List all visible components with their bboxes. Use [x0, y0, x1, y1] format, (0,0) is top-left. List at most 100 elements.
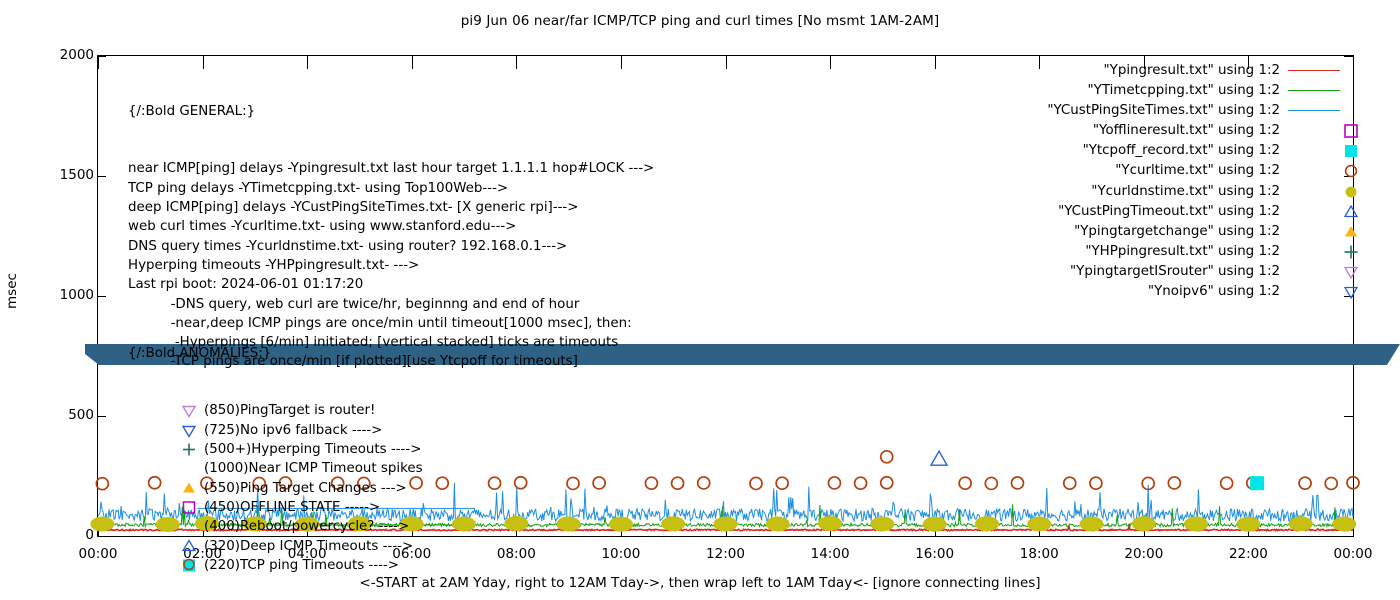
anomaly-row: (850)PingTarget is router!: [128, 401, 375, 420]
legend-symbol-circle-filled: [1284, 182, 1357, 202]
data-point-circle-filled: [504, 516, 529, 532]
data-point-circle-filled: [194, 516, 219, 532]
marker-triangle-down-open-blue: [1343, 286, 1359, 300]
anomaly-label: (725)No ipv6 fallback ---->: [204, 422, 383, 438]
legend-entry: "Ypingresult.txt" using 1:2: [1047, 61, 1342, 81]
x-tick-mark: [725, 56, 727, 69]
general-notes: {/:Bold GENERAL:} near ICMP[ping] delays…: [128, 63, 654, 391]
y-tick-mark: [1344, 296, 1353, 297]
x-tick-mark: [1039, 56, 1041, 69]
general-heading: {/:Bold GENERAL:}: [128, 103, 256, 119]
anomaly-label: (500+)Hyperping Timeouts ---->: [204, 442, 422, 458]
general-note-line: Last rpi boot: 2024-06-01 01:17:20: [128, 277, 364, 293]
anomaly-symbol-square-cyan-filled: [178, 556, 200, 575]
data-point-circle-open: [958, 476, 973, 491]
data-point-circle-open: [200, 476, 214, 491]
data-point-square-filled: [1250, 476, 1265, 491]
data-point-circle-open: [1324, 476, 1339, 491]
legend-entry: "YCustPingSiteTimes.txt" using 1:2: [1047, 101, 1342, 121]
data-point-circle-open: [1141, 476, 1156, 491]
legend-entry: "Ypingtargetchange" using 1:2: [1047, 222, 1357, 242]
anomaly-symbol-triangle-up-blue-open: [178, 537, 200, 556]
data-point-circle-filled: [1332, 516, 1357, 532]
legend-label: "YTimetcpping.txt" using 1:2: [1087, 83, 1280, 99]
y-tick-label: 1500: [59, 167, 94, 183]
legend-entry: "Ycurldnstime.txt" using 1:2: [1047, 182, 1357, 202]
data-point-circle-filled: [1079, 516, 1104, 532]
general-note-line: near ICMP[ping] delays -Ypingresult.txt …: [128, 161, 655, 177]
marker-triangle-down-violet-open: [181, 406, 197, 419]
data-point-circle-open: [1219, 476, 1234, 491]
anomaly-label: (1000)Near ICMP Timeout spikes: [204, 461, 423, 477]
data-point-circle-filled: [1236, 516, 1261, 532]
legend-symbol-triangle-up-filled: [1284, 222, 1357, 242]
data-point-circle-filled: [1027, 516, 1052, 532]
data-point-circle-open: [1062, 476, 1077, 491]
x-tick-mark: [830, 56, 832, 69]
y-tick-mark: [97, 56, 106, 57]
y-tick-mark: [1344, 536, 1353, 537]
legend-symbol-triangle-up-open: [1284, 202, 1359, 222]
marker-circle-open: [1344, 165, 1358, 178]
data-point-circle-open: [356, 476, 371, 491]
y-tick-mark: [1344, 56, 1353, 57]
data-point-circle-filled: [608, 516, 633, 532]
x-tick-label: 00:00: [1333, 546, 1373, 562]
data-point-circle-open: [409, 476, 423, 490]
data-point-circle-open: [147, 475, 162, 490]
legend-symbol-circle-open: [1284, 161, 1358, 181]
legend-symbol-line: [1284, 61, 1342, 81]
general-note-line: web curl times -Ycurltime.txt- using www…: [128, 219, 517, 235]
x-tick-mark: [516, 56, 518, 69]
x-tick-label: 04:00: [287, 546, 327, 562]
marker-plus: [1344, 245, 1358, 259]
x-tick-label: 00:00: [78, 546, 118, 562]
data-point-circle-filled: [818, 516, 843, 532]
anomaly-label: (450)OFFLINE STATE ----->: [204, 499, 381, 515]
x-tick-mark: [1353, 524, 1354, 537]
anomaly-row: (400)Reboot/powercycle? ---->: [128, 517, 409, 536]
data-point-circle-open: [330, 476, 345, 491]
plot-canvas: [90, 449, 1360, 533]
data-point-circle-filled: [1131, 516, 1156, 532]
data-point-circle-open: [775, 476, 789, 491]
y-tick-mark: [97, 416, 106, 417]
marker-triangle-down-open: [1343, 266, 1359, 280]
legend-entry: "YHPpingresult.txt" using 1:2: [1047, 242, 1358, 262]
data-point-circle-open: [1010, 476, 1025, 490]
marker-square-open: [1344, 124, 1358, 139]
legend-symbol-plus: [1284, 242, 1358, 262]
data-point-circle-open: [879, 475, 894, 490]
anomaly-symbol-none: [178, 459, 200, 478]
marker-triangle-up-orange-filled: [183, 482, 195, 493]
x-tick-mark: [98, 56, 99, 69]
marker-square-cyan-filled: [183, 558, 195, 572]
data-point-triangle-up-open: [929, 449, 949, 466]
general-note-line: deep ICMP[ping] delays -YCustPingSiteTim…: [128, 200, 579, 216]
marker-circle-filled: [1345, 186, 1357, 197]
x-tick-label: 22:00: [1228, 546, 1268, 562]
legend-line-swatch: [1288, 110, 1340, 112]
legend-entry: "YTimetcpping.txt" using 1:2: [1047, 81, 1342, 101]
anomaly-symbol-plus-green: [178, 440, 200, 459]
anomaly-row: (550)Ping Target Changes --->: [128, 479, 407, 498]
data-point-circle-open: [566, 476, 580, 491]
legend-label: "YCustPingTimeout.txt" using 1:2: [1058, 203, 1280, 219]
x-tick-mark: [1248, 56, 1250, 69]
x-tick-label: 08:00: [496, 546, 536, 562]
data-point-circle-filled: [399, 516, 424, 532]
y-tick-mark: [97, 536, 106, 537]
data-point-circle-filled: [661, 516, 686, 532]
data-point-circle-open: [1089, 476, 1103, 491]
data-point-circle-filled: [90, 516, 115, 532]
data-point-circle-open: [513, 475, 528, 490]
legend-line-swatch: [1288, 90, 1340, 92]
anomaly-symbol-triangle-up-orange-filled: [178, 479, 200, 498]
legend-entry: "Ycurltime.txt" using 1:2: [1047, 161, 1358, 181]
anomaly-symbol-triangle-down-violet-open: [178, 401, 200, 420]
legend-symbol-triangle-down-open-blue: [1284, 282, 1359, 302]
data-point-circle-filled: [713, 516, 738, 532]
page-title: pi9 Jun 06 near/far ICMP/TCP ping and cu…: [460, 13, 940, 29]
legend-symbol-line: [1284, 101, 1342, 121]
x-tick-mark: [411, 56, 413, 69]
